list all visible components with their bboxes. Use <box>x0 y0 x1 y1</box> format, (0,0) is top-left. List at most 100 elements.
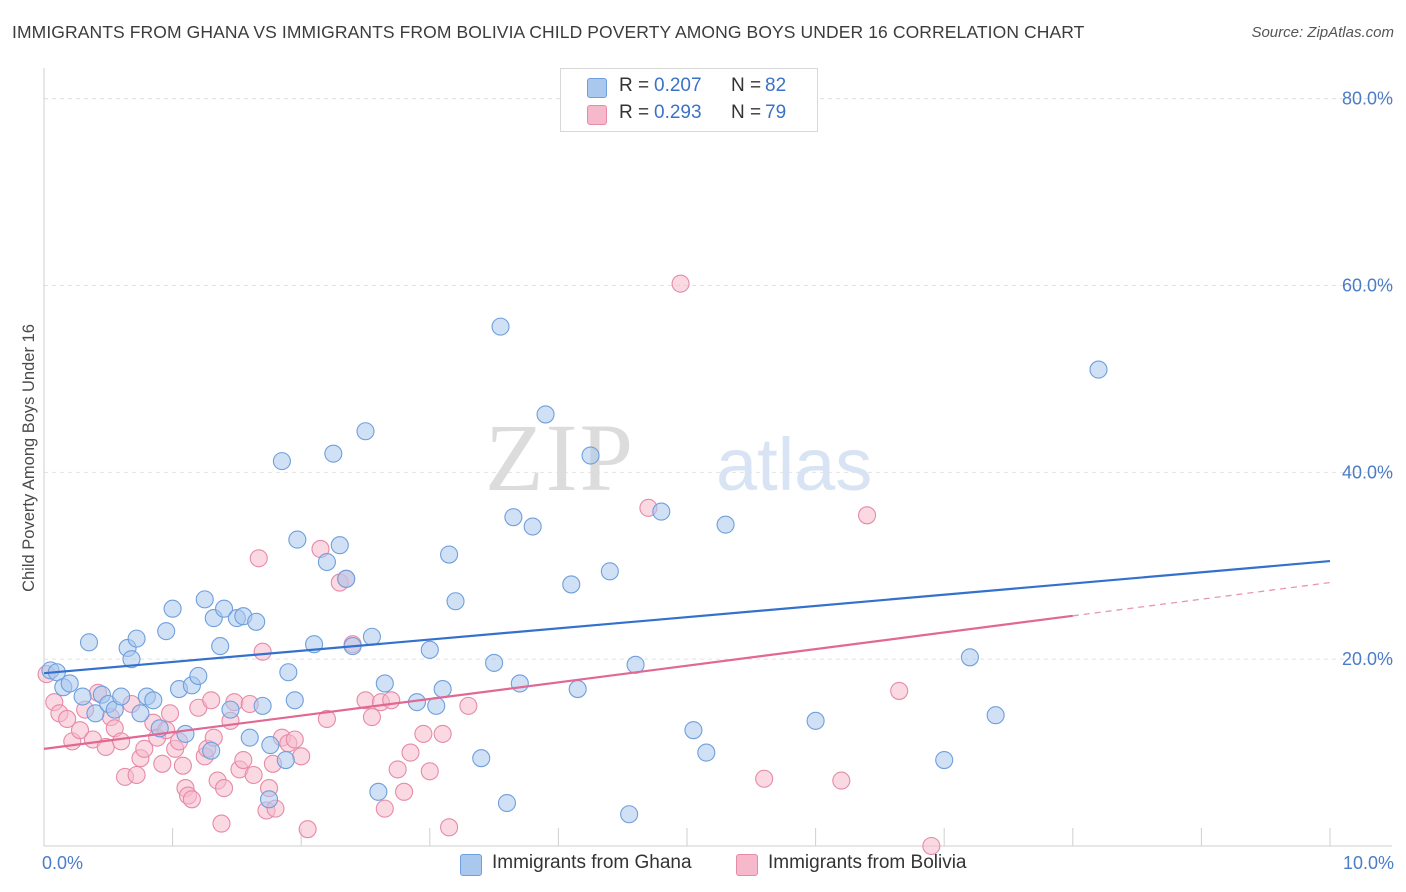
ghana-swatch <box>460 854 482 876</box>
ghana-point <box>620 805 639 824</box>
ghana-point <box>935 751 954 770</box>
bolivia-point <box>153 754 172 773</box>
ghana-point <box>568 680 587 699</box>
bolivia-trend-extension <box>1072 581 1331 617</box>
ghana-point <box>652 502 671 521</box>
ghana-trend-line <box>43 559 1331 675</box>
ghana-point <box>697 743 716 762</box>
ghana-point <box>127 629 146 648</box>
bolivia-point <box>388 760 407 779</box>
tick-labels: 20.0% 40.0% 60.0% 80.0% 0.0% 10.0% <box>42 89 1394 873</box>
ghana-point <box>536 405 555 424</box>
bolivia-point <box>395 782 414 801</box>
bolivia-point <box>890 681 909 700</box>
ghana-point <box>259 790 279 809</box>
bolivia-point <box>362 708 381 727</box>
ghana-point <box>337 569 356 588</box>
ghana-point <box>279 663 298 682</box>
ghana-point <box>112 687 131 706</box>
ghana-point <box>79 633 99 652</box>
ghana-point <box>446 592 465 611</box>
ghana-point <box>356 422 375 441</box>
ghana-point <box>562 575 581 594</box>
ghana-point <box>285 691 304 710</box>
bolivia-point <box>298 820 317 839</box>
ghana-point <box>485 653 504 672</box>
bolivia-points <box>37 274 941 856</box>
series-legend-bolivia-label: Immigrants from Bolivia <box>768 852 967 873</box>
bolivia-point <box>292 747 311 766</box>
ghana-point <box>214 599 234 618</box>
ghana-point <box>144 691 163 710</box>
ghana-point <box>716 515 735 534</box>
bolivia-point <box>414 724 433 743</box>
bolivia-point <box>401 743 420 762</box>
ghana-point <box>960 648 979 667</box>
stats-legend: R = 0.207 N = 82 R = 0.293 N = 79 <box>560 68 818 132</box>
bolivia-point <box>202 691 221 710</box>
bolivia-point <box>671 274 690 293</box>
bolivia-point <box>375 799 394 818</box>
bolivia-point <box>433 724 452 743</box>
ghana-points <box>41 317 1108 824</box>
watermark: ZIP atlas <box>485 404 872 511</box>
bolivia-point <box>459 696 478 715</box>
y-axis-label: Child Poverty Among Boys Under 16 <box>20 324 38 592</box>
bolivia-point <box>253 642 272 661</box>
ghana-point <box>157 622 176 641</box>
bolivia-point <box>382 691 401 710</box>
ghana-point <box>472 749 491 768</box>
bolivia-point <box>420 762 439 781</box>
ghana-point <box>581 446 600 465</box>
bolivia-point <box>285 730 304 749</box>
ghana-point <box>523 517 542 536</box>
bolivia-point <box>317 709 336 729</box>
ghana-point <box>272 452 291 471</box>
ghana-point <box>189 666 208 686</box>
y-tick-label: 60.0% <box>1342 276 1393 296</box>
bolivia-point <box>173 756 192 775</box>
ghana-swatch <box>587 78 607 98</box>
ghana-point <box>504 508 523 527</box>
watermark-atlas: atlas <box>716 423 872 506</box>
ghana-point <box>806 711 825 730</box>
legend-n-label: N = <box>731 102 762 123</box>
bolivia-point <box>58 709 77 729</box>
bolivia-point <box>160 704 180 723</box>
ghana-point <box>176 724 195 743</box>
source-credit: Source: ZipAtlas.com <box>1251 24 1394 41</box>
y-tick-label: 20.0% <box>1342 649 1393 669</box>
ghana-point <box>247 612 266 631</box>
bolivia-point <box>922 836 941 856</box>
ghana-point <box>330 536 349 555</box>
bolivia-point <box>70 721 90 740</box>
ghana-point <box>317 552 336 572</box>
ghana-point <box>253 696 272 715</box>
ghana-r-value: 0.207 <box>654 75 702 96</box>
ghana-point <box>202 741 221 760</box>
ghana-point <box>510 674 529 693</box>
ghana-n-value: 82 <box>765 75 787 96</box>
grid-lines <box>44 98 1392 660</box>
ghana-point <box>195 590 214 609</box>
bolivia-point <box>214 779 234 798</box>
ghana-point <box>440 545 459 564</box>
bolivia-point <box>135 739 154 758</box>
y-tick-label: 80.0% <box>1342 89 1393 109</box>
trend-lines <box>43 559 1331 750</box>
bolivia-point <box>755 769 774 788</box>
ghana-point <box>86 704 105 723</box>
bolivia-r-value: 0.293 <box>654 102 702 123</box>
x-tick-label: 10.0% <box>1343 853 1394 873</box>
ghana-point <box>211 637 230 656</box>
ghana-point <box>1089 360 1108 379</box>
ghana-point <box>324 444 343 463</box>
bolivia-point <box>112 732 131 751</box>
ghana-point <box>163 599 182 618</box>
ghana-point <box>375 674 394 693</box>
ghana-point <box>131 704 150 723</box>
bolivia-point <box>212 814 231 833</box>
bolivia-point <box>857 506 877 525</box>
bolivia-swatch <box>587 105 607 125</box>
